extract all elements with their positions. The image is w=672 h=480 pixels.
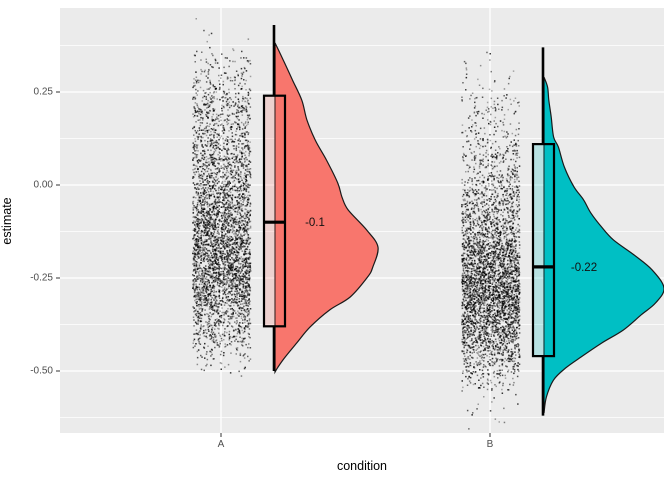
y-tick-label-1: 0.00	[33, 179, 53, 191]
y-tick-label-2: -0.25	[30, 272, 53, 284]
x-axis-title: condition	[336, 459, 388, 473]
median-annotation-a: -0.1	[305, 217, 325, 230]
axis-ticks	[56, 91, 491, 437]
violin-B	[543, 76, 664, 414]
y-axis-title: estimate	[0, 196, 14, 245]
box-B	[531, 143, 556, 358]
x-tick-label-1: B	[486, 439, 494, 450]
violin-A	[274, 42, 379, 375]
median-annotation-b: -0.22	[570, 261, 598, 274]
y-tick-label-3: -0.50	[30, 365, 53, 377]
x-tick-label-0: A	[217, 439, 225, 450]
geoms	[192, 18, 664, 430]
y-tick-label-0: 0.25	[33, 86, 53, 98]
points-A	[192, 18, 252, 377]
points-B	[461, 51, 521, 430]
box-A	[262, 94, 287, 328]
